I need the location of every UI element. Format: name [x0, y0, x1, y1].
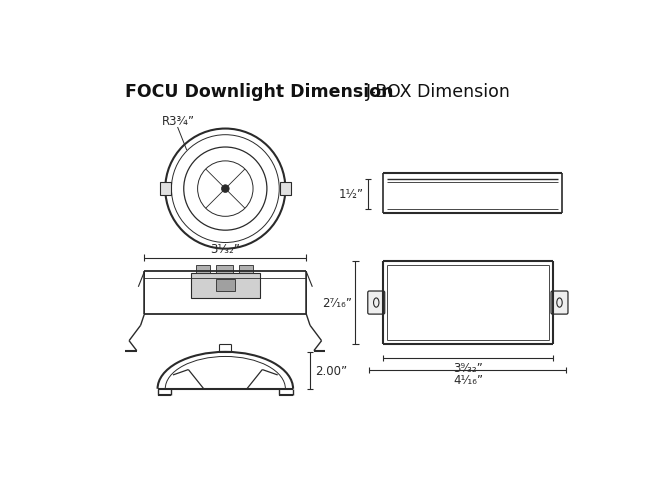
Text: 2⁷⁄₁₆”: 2⁷⁄₁₆” [322, 297, 352, 310]
Text: 1½”: 1½” [339, 188, 364, 201]
Bar [239, 266, 253, 274]
Bar [160, 183, 171, 195]
Bar [216, 280, 235, 292]
Bar [196, 266, 210, 274]
Bar [216, 266, 233, 274]
Text: 2.00”: 2.00” [315, 364, 346, 377]
Text: 3¹⁄₃₂”: 3¹⁄₃₂” [211, 242, 240, 256]
FancyBboxPatch shape [551, 292, 568, 315]
Text: R3¾”: R3¾” [162, 115, 195, 128]
Bar [190, 274, 260, 299]
Text: FOCU Downlight Dimension: FOCU Downlight Dimension [125, 83, 394, 101]
Text: J-BOX Dimension: J-BOX Dimension [366, 83, 511, 101]
Text: 3⁹⁄₃₂”: 3⁹⁄₃₂” [453, 361, 483, 374]
Circle shape [222, 185, 229, 193]
FancyBboxPatch shape [368, 292, 385, 315]
Text: 4¹⁄₁₆”: 4¹⁄₁₆” [453, 374, 483, 387]
Bar [280, 183, 291, 195]
